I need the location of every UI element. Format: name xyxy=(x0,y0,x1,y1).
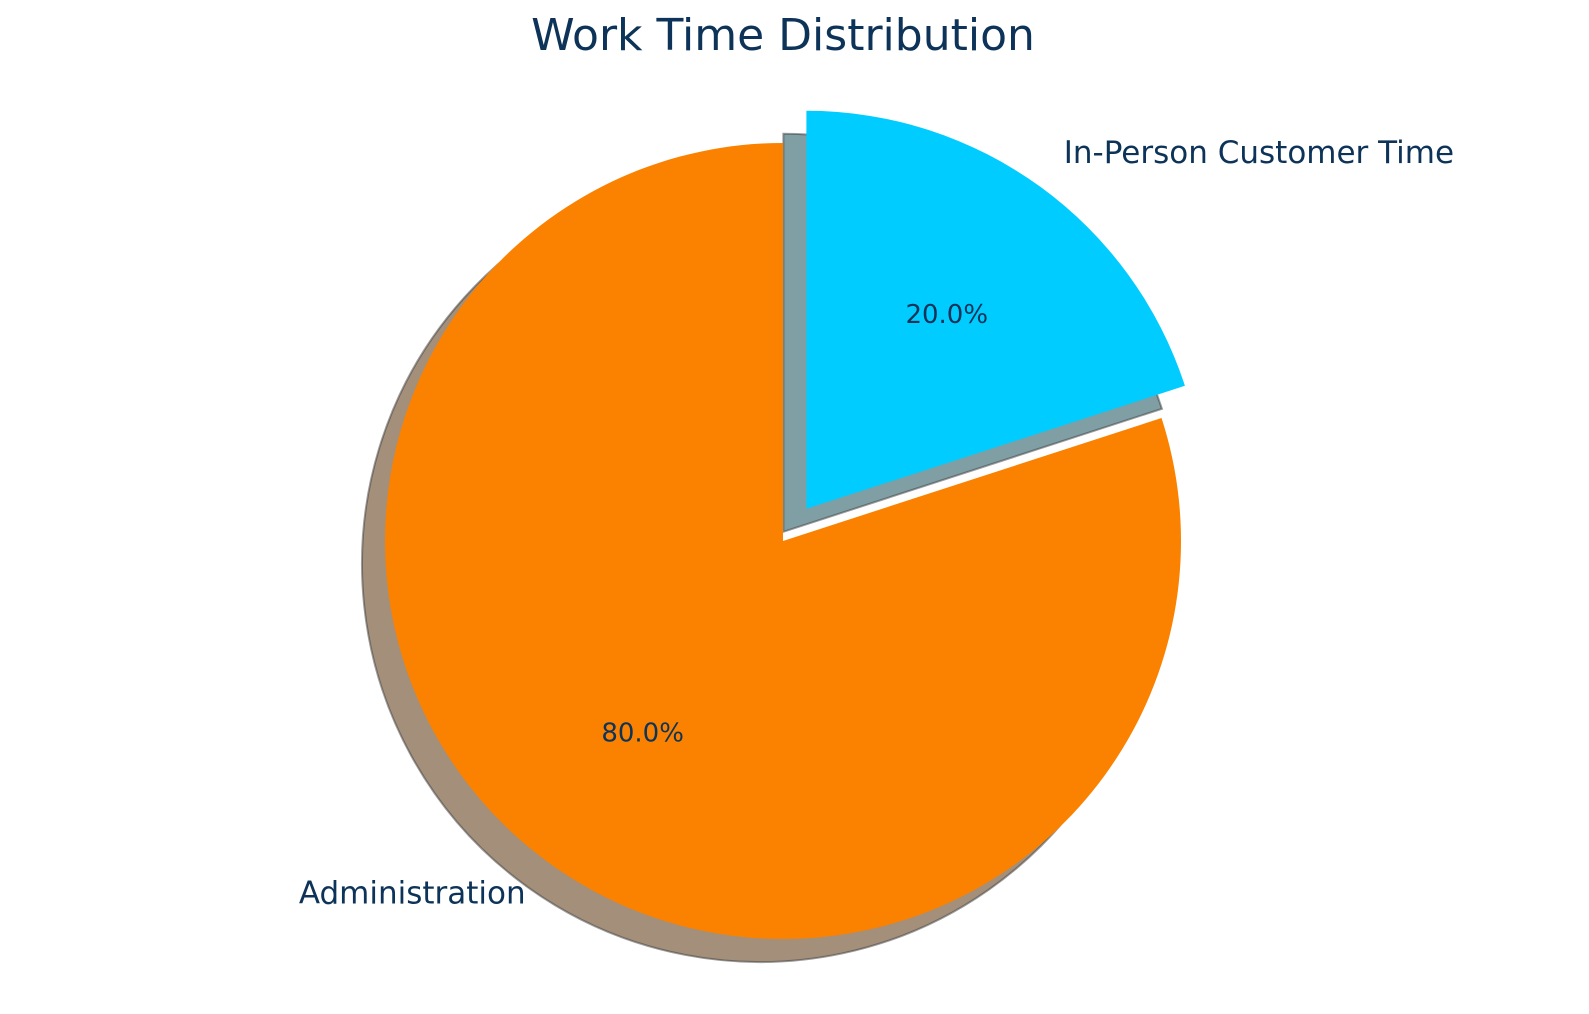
slice-label: Administration xyxy=(299,876,526,912)
slice xyxy=(806,110,1185,509)
slice xyxy=(384,143,1182,940)
value-label: 20.0% xyxy=(905,300,988,330)
slice-label: In-Person Customer Time xyxy=(1064,135,1454,171)
chart-title: Work Time Distribution xyxy=(531,10,1035,61)
value-label: 80.0% xyxy=(601,719,684,749)
